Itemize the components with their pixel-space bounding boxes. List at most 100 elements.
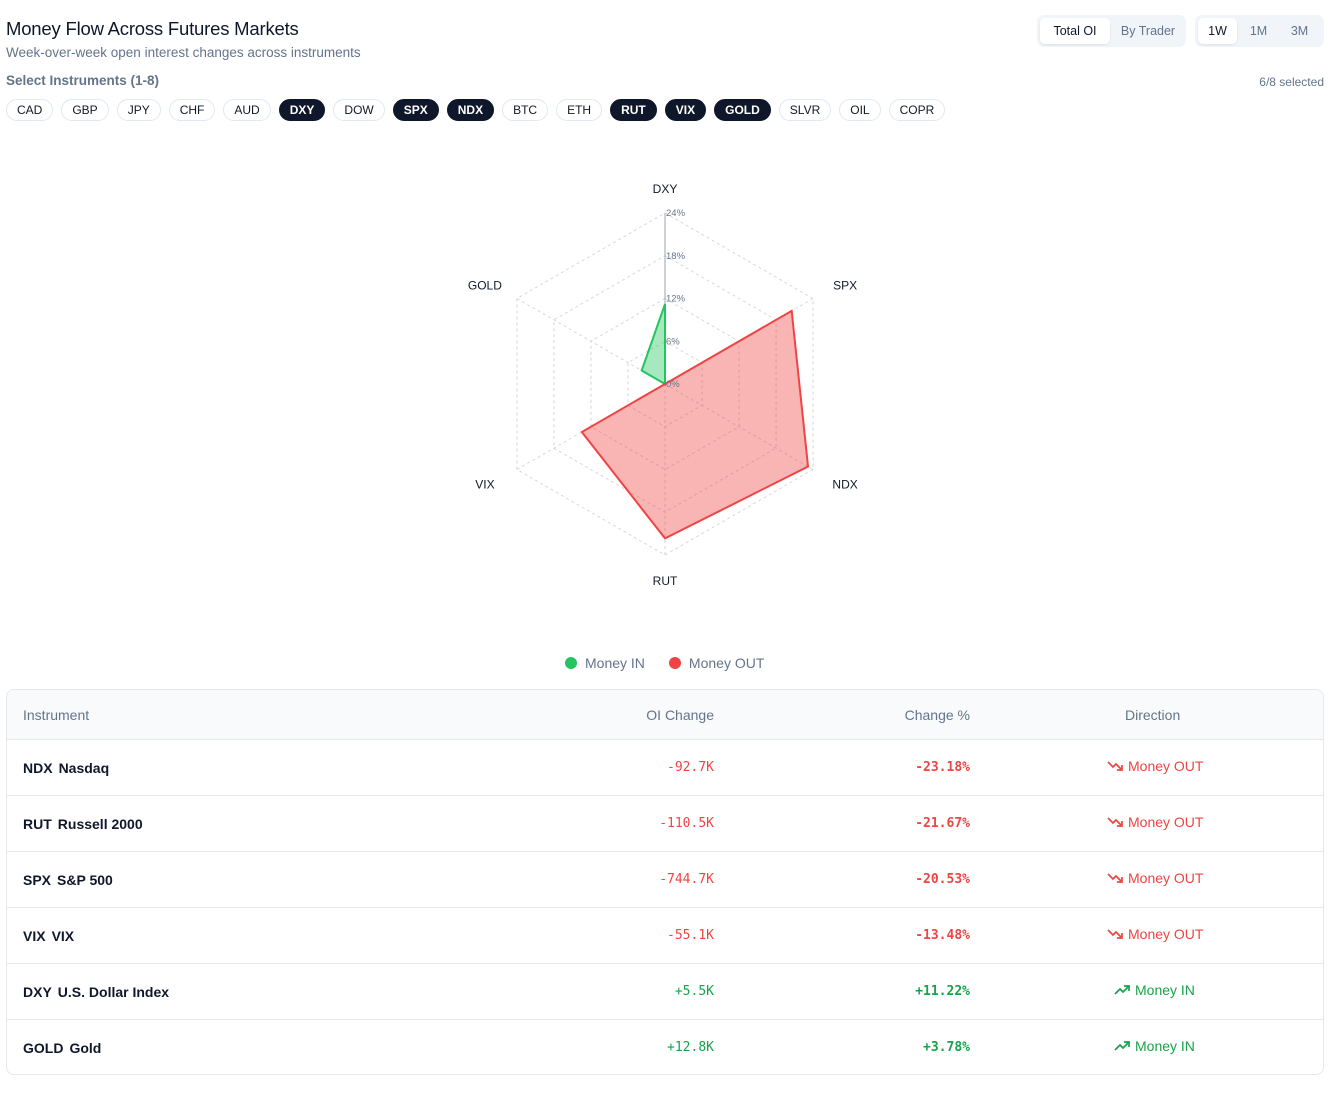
trend-up-icon — [1114, 1040, 1130, 1052]
table-header: Instrument OI Change Change % Direction — [7, 690, 1323, 740]
direction-label: Money IN — [1135, 1038, 1195, 1054]
instrument-chip-rut[interactable]: RUT — [610, 99, 657, 121]
instrument-symbol: VIX — [23, 928, 46, 944]
mode-total-oi-button[interactable]: Total OI — [1040, 18, 1110, 44]
mode-by-trader-button[interactable]: By Trader — [1120, 24, 1176, 38]
header-oi-change[interactable]: OI Change — [646, 707, 714, 723]
instrument-chip-eth[interactable]: ETH — [556, 99, 603, 121]
legend-item-money-out[interactable]: Money OUT — [668, 655, 765, 671]
instrument-chip-ndx[interactable]: NDX — [446, 99, 495, 121]
radar-spoke — [516, 298, 666, 385]
radar-series-money-out[interactable] — [580, 309, 810, 540]
instrument-name: Gold — [69, 1040, 102, 1056]
direction-cell: Money IN — [1114, 1038, 1195, 1054]
trend-down-icon — [1107, 928, 1123, 940]
radar-tick-label: 6% — [666, 336, 680, 347]
instrument-cell: RUT Russell 2000 — [23, 816, 143, 832]
header-direction[interactable]: Direction — [1125, 707, 1181, 723]
radar-axis-label-gold: GOLD — [468, 279, 502, 293]
instrument-symbol: NDX — [23, 760, 53, 776]
header-instrument[interactable]: Instrument — [23, 707, 90, 723]
radar-axis-label-dxy: DXY — [653, 182, 678, 196]
change-pct-cell: -20.53% — [915, 872, 970, 887]
instrument-name: U.S. Dollar Index — [57, 984, 170, 1000]
money-in-dot — [565, 657, 577, 669]
instrument-symbol: DXY — [23, 984, 52, 1000]
direction-label: Money OUT — [1128, 926, 1204, 942]
instrument-chip-dow[interactable]: DOW — [333, 99, 385, 121]
oi-change-cell: -110.5K — [659, 816, 714, 831]
trend-up-icon — [1114, 984, 1130, 996]
radar-tick-label: 12% — [666, 294, 686, 305]
instrument-chip-slvr[interactable]: SLVR — [778, 99, 832, 121]
header-change-pct[interactable]: Change % — [904, 707, 970, 723]
table-row[interactable]: SPX S&P 500 -744.7K -20.53% Money OUT — [7, 852, 1323, 908]
legend-label-money-out: Money OUT — [688, 655, 765, 671]
radar-axis-label-spx: SPX — [833, 279, 857, 293]
direction-label: Money OUT — [1128, 758, 1204, 774]
direction-cell: Money OUT — [1107, 926, 1203, 942]
radar-axis-label-ndx: NDX — [832, 478, 857, 492]
money-flow-table: Instrument OI Change Change % Direction … — [6, 689, 1324, 1075]
instrument-name: Nasdaq — [58, 760, 110, 776]
oi-change-cell: +5.5K — [674, 984, 714, 999]
radar-tick-label: 18% — [666, 251, 686, 262]
table-row[interactable]: VIX VIX -55.1K -13.48% Money OUT — [7, 908, 1323, 964]
instrument-chip-dxy[interactable]: DXY — [278, 99, 326, 121]
change-pct-cell: -13.48% — [915, 928, 970, 943]
range-toggle: 1W 1M 3M — [1195, 15, 1324, 47]
oi-change-cell: -92.7K — [667, 760, 714, 775]
instrument-symbol: GOLD — [23, 1040, 64, 1056]
direction-cell: Money OUT — [1107, 870, 1203, 886]
oi-change-cell: -55.1K — [667, 928, 714, 943]
trend-down-icon — [1107, 816, 1123, 828]
trend-down-icon — [1107, 760, 1123, 772]
instrument-chip-jpy[interactable]: JPY — [116, 99, 161, 121]
direction-label: Money OUT — [1128, 870, 1204, 886]
instrument-name: Russell 2000 — [57, 816, 143, 832]
instrument-chip-vix[interactable]: VIX — [664, 99, 707, 121]
instrument-cell: NDX Nasdaq — [23, 760, 109, 776]
table-row[interactable]: RUT Russell 2000 -110.5K -21.67% Money OUT — [7, 796, 1323, 852]
instrument-chip-copr[interactable]: COPR — [888, 99, 946, 121]
direction-cell: Money OUT — [1107, 758, 1203, 774]
chart-legend: Money IN Money OUT — [565, 655, 764, 671]
instrument-chip-btc[interactable]: BTC — [502, 99, 549, 121]
change-pct-cell: -21.67% — [915, 816, 970, 831]
radar-series-money-in[interactable] — [640, 303, 666, 386]
legend-label-money-in: Money IN — [585, 655, 645, 671]
instrument-name: VIX — [51, 928, 75, 944]
direction-label: Money IN — [1135, 982, 1195, 998]
direction-cell: Money IN — [1114, 982, 1195, 998]
instrument-chip-chf[interactable]: CHF — [168, 99, 216, 121]
table-row[interactable]: DXY U.S. Dollar Index +5.5K +11.22% Money IN — [7, 964, 1323, 1020]
range-1w-button[interactable]: 1W — [1198, 18, 1237, 44]
instrument-chip-spx[interactable]: SPX — [392, 99, 439, 121]
change-pct-cell: +11.22% — [915, 984, 970, 999]
range-1m-button[interactable]: 1M — [1249, 24, 1268, 38]
table-row[interactable]: NDX Nasdaq -92.7K -23.18% Money OUT — [7, 740, 1323, 796]
instrument-symbol: SPX — [23, 872, 52, 888]
page-subtitle: Week-over-week open interest changes acr… — [6, 45, 361, 60]
money-out-dot — [668, 657, 681, 669]
instrument-chip-gold[interactable]: GOLD — [714, 99, 771, 121]
instrument-chip-gbp[interactable]: GBP — [61, 99, 109, 121]
selected-count: 6/8 selected — [1259, 75, 1324, 89]
range-3m-button[interactable]: 3M — [1290, 24, 1309, 38]
instrument-chip-cad[interactable]: CAD — [6, 99, 54, 121]
table-row[interactable]: GOLD Gold +12.8K +3.78% Money IN — [7, 1020, 1323, 1074]
trend-down-icon — [1107, 872, 1123, 884]
legend-item-money-in[interactable]: Money IN — [565, 655, 645, 671]
radar-axis-label-vix: VIX — [475, 478, 494, 492]
instrument-cell: DXY U.S. Dollar Index — [23, 984, 169, 1000]
instrument-chip-aud[interactable]: AUD — [223, 99, 271, 121]
instrument-cell: VIX VIX — [23, 928, 74, 944]
oi-change-cell: -744.7K — [659, 872, 714, 887]
instrument-select-label: Select Instruments (1-8) — [6, 73, 160, 88]
radar-tick-label: 24% — [666, 208, 686, 219]
instrument-chip-oil[interactable]: OIL — [839, 99, 881, 121]
change-pct-cell: +3.78% — [923, 1040, 970, 1055]
mode-toggle: Total OI By Trader — [1037, 15, 1186, 47]
table-body: NDX Nasdaq -92.7K -23.18% Money OUT RUT Russel… — [7, 740, 1323, 1074]
page-title: Money Flow Across Futures Markets — [6, 18, 299, 39]
